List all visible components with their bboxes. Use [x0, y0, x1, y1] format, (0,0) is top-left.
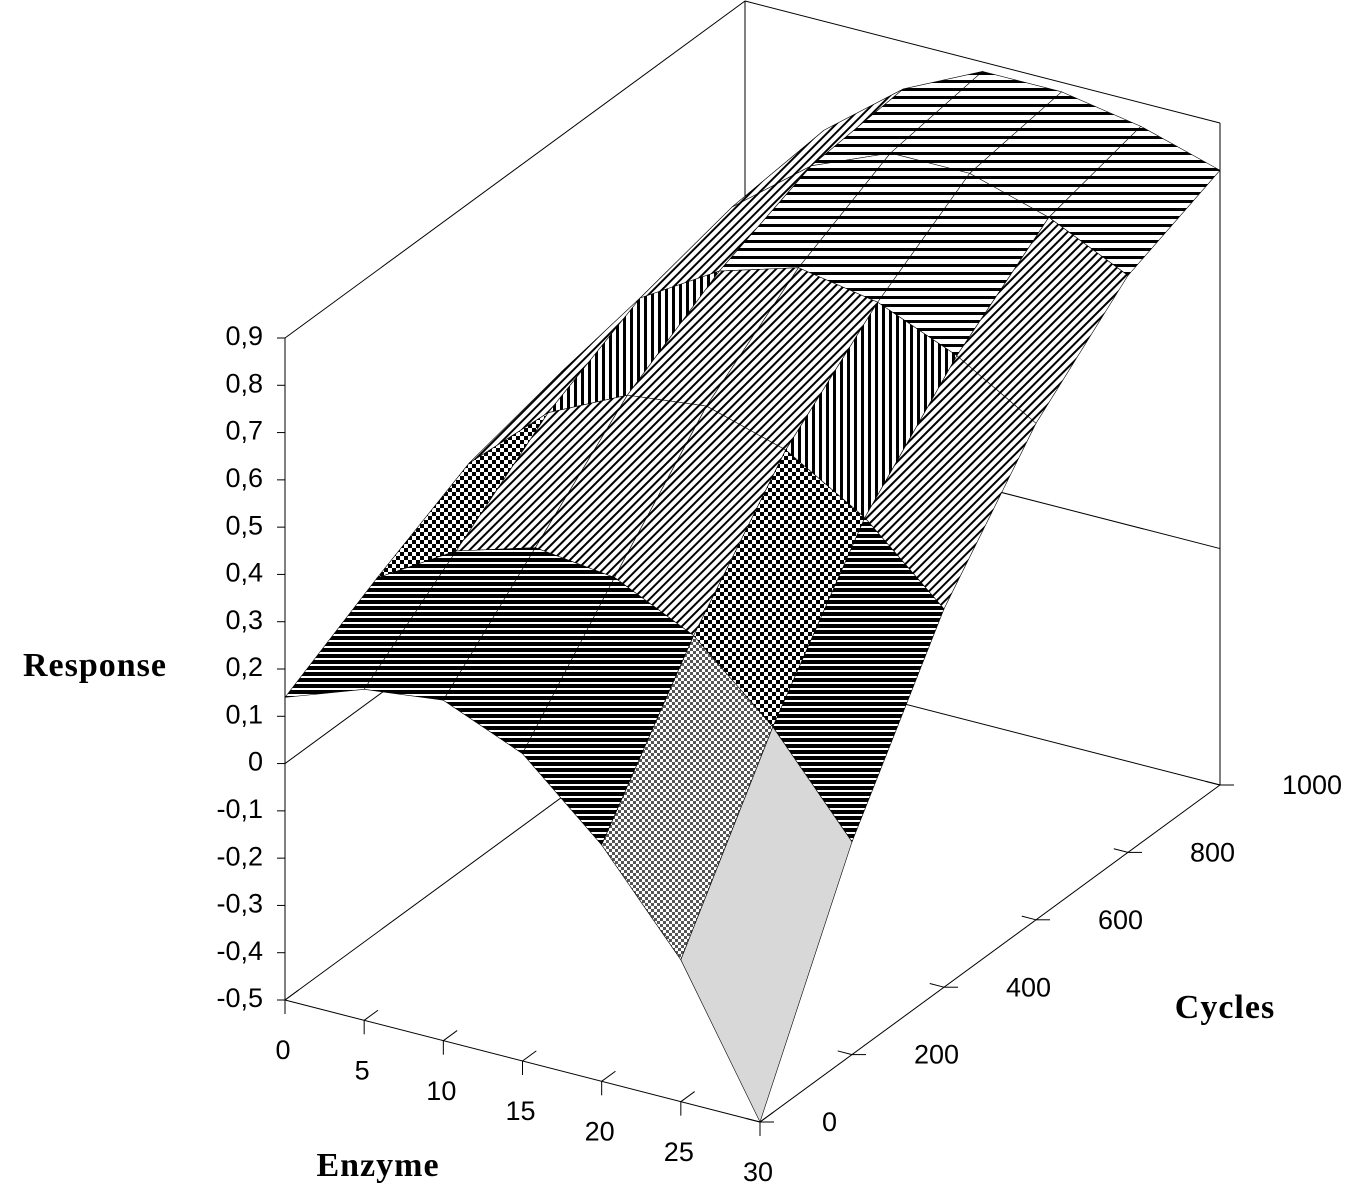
x-tick [601, 1070, 616, 1082]
z-tick-label: -0,1 [216, 794, 263, 824]
z-tick-label: 0,5 [225, 510, 263, 540]
z-axis-title: Response [23, 647, 167, 684]
z-tick-label: -0,4 [216, 936, 263, 966]
z-tick-label: 0,2 [225, 652, 263, 682]
frame-line [284, 0, 746, 339]
x-tick-label: 5 [355, 1055, 370, 1085]
y-tick [1113, 848, 1129, 853]
x-axis-title: Enzyme [316, 1147, 439, 1184]
z-tick-label: 0,3 [225, 605, 263, 635]
surface-cell [680, 726, 853, 1123]
y-tick [929, 983, 945, 988]
frame-line [744, 0, 1221, 124]
y-tick-label: 400 [1006, 972, 1051, 1002]
z-tick-label: 0,8 [225, 368, 263, 398]
z-tick-label: 0 [248, 747, 263, 777]
x-tick [443, 1030, 458, 1042]
y-tick [837, 1050, 853, 1056]
x-tick-label: 15 [505, 1096, 535, 1126]
z-tick-label: 0,7 [225, 416, 263, 446]
x-tick-label: 10 [426, 1076, 456, 1106]
z-tick-label: 0,4 [225, 558, 263, 588]
y-tick [1205, 780, 1221, 786]
y-tick-label: 600 [1098, 905, 1143, 935]
x-tick [522, 1050, 537, 1062]
y-tick [1021, 915, 1037, 921]
x-tick [284, 989, 300, 1001]
y-tick-label: 800 [1190, 838, 1235, 868]
z-tick-label: 0,6 [225, 463, 263, 493]
x-tick-label: 0 [275, 1035, 290, 1065]
y-tick-label: 200 [914, 1040, 959, 1070]
x-tick [759, 1111, 775, 1123]
x-tick [680, 1091, 695, 1103]
x-tick-label: 30 [743, 1157, 773, 1187]
z-tick-label: 0,9 [225, 321, 263, 351]
y-tick-label: 0 [822, 1107, 837, 1137]
x-tick-label: 25 [664, 1137, 694, 1167]
frame-line [759, 784, 1221, 1123]
y-tick-label: 1000 [1282, 770, 1342, 800]
y-axis-title: Cycles [1175, 989, 1275, 1026]
z-tick-label: -0,3 [216, 889, 263, 919]
y-tick [745, 1117, 761, 1123]
z-tick-label: -0,5 [216, 983, 263, 1013]
x-tick [363, 1009, 379, 1021]
z-tick-label: 0,1 [225, 699, 263, 729]
x-tick-label: 20 [585, 1116, 615, 1146]
z-tick-label: -0,2 [216, 841, 263, 871]
